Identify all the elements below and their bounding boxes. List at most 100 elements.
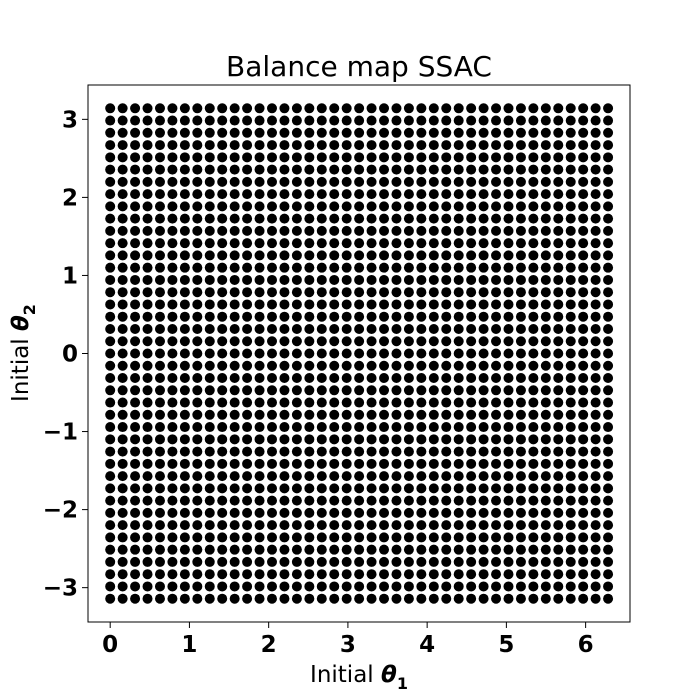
scatter-point	[142, 569, 153, 580]
scatter-point	[453, 250, 464, 261]
scatter-point	[304, 556, 315, 567]
scatter-point	[117, 189, 128, 200]
scatter-point	[217, 115, 228, 126]
scatter-point	[130, 581, 141, 592]
scatter-point	[267, 323, 277, 334]
scatter-point	[130, 593, 141, 604]
scatter-point	[491, 201, 502, 212]
scatter-point	[204, 201, 215, 212]
scatter-point	[217, 544, 228, 555]
scatter-point	[453, 422, 464, 433]
scatter-point	[354, 422, 365, 433]
scatter-point	[403, 532, 414, 543]
scatter-point	[316, 532, 327, 543]
scatter-point	[528, 311, 539, 322]
scatter-point	[590, 115, 601, 126]
scatter-point	[142, 238, 153, 249]
scatter-point	[403, 201, 414, 212]
scatter-point	[603, 250, 614, 261]
scatter-point	[441, 225, 452, 236]
scatter-point	[204, 176, 215, 187]
scatter-point	[279, 569, 290, 580]
scatter-point	[578, 201, 589, 212]
scatter-point	[366, 360, 377, 371]
scatter-point	[316, 127, 327, 138]
scatter-point	[105, 409, 116, 420]
scatter-point	[154, 262, 165, 273]
scatter-point	[254, 299, 265, 310]
scatter-point	[117, 213, 128, 224]
scatter-point	[304, 434, 315, 445]
scatter-point	[453, 225, 464, 236]
scatter-point	[179, 336, 190, 347]
scatter-point	[316, 434, 327, 445]
scatter-point	[130, 238, 141, 249]
scatter-point	[105, 127, 116, 138]
scatter-point	[515, 176, 526, 187]
scatter-point	[503, 446, 514, 457]
scatter-point	[354, 507, 365, 518]
scatter-point	[379, 556, 390, 567]
scatter-point	[565, 262, 576, 273]
scatter-point	[217, 483, 228, 494]
scatter-point	[204, 225, 215, 236]
scatter-point	[354, 569, 365, 580]
scatter-point	[341, 189, 352, 200]
scatter-point	[267, 311, 277, 322]
scatter-point	[590, 360, 601, 371]
scatter-point	[428, 520, 439, 531]
scatter-point	[267, 397, 277, 408]
scatter-point	[416, 323, 427, 334]
scatter-point	[229, 446, 240, 457]
scatter-point	[217, 348, 228, 359]
scatter-point	[192, 422, 203, 433]
scatter-point	[491, 471, 502, 482]
scatter-point	[578, 507, 589, 518]
scatter-point	[379, 373, 390, 384]
scatter-point	[578, 360, 589, 371]
scatter-point	[354, 250, 365, 261]
scatter-point	[142, 299, 153, 310]
scatter-point	[578, 287, 589, 298]
scatter-point	[217, 581, 228, 592]
scatter-point	[291, 360, 302, 371]
scatter-point	[229, 225, 240, 236]
scatter-point	[154, 238, 165, 249]
scatter-point	[304, 323, 315, 334]
scatter-point	[105, 422, 116, 433]
scatter-point	[254, 140, 265, 151]
scatter-point	[291, 434, 302, 445]
scatter-point	[316, 225, 327, 236]
scatter-point	[578, 189, 589, 200]
scatter-point	[366, 262, 377, 273]
scatter-point	[528, 520, 539, 531]
scatter-point	[154, 397, 165, 408]
x-axis-label: Initial θ1	[310, 662, 408, 693]
scatter-point	[267, 262, 277, 273]
scatter-point	[603, 127, 614, 138]
scatter-point	[590, 164, 601, 175]
scatter-point	[565, 103, 576, 114]
scatter-point	[329, 520, 340, 531]
scatter-point	[117, 532, 128, 543]
scatter-point	[503, 544, 514, 555]
scatter-point	[154, 103, 165, 114]
y-axis-label-symbol: θ	[8, 315, 34, 331]
scatter-point	[416, 409, 427, 420]
scatter-point	[603, 336, 614, 347]
scatter-point	[167, 262, 178, 273]
scatter-point	[528, 544, 539, 555]
scatter-point	[466, 348, 477, 359]
scatter-point	[254, 225, 265, 236]
scatter-point	[403, 458, 414, 469]
scatter-point	[366, 569, 377, 580]
scatter-point	[154, 385, 165, 396]
scatter-point	[565, 164, 576, 175]
scatter-point	[603, 532, 614, 543]
scatter-point	[403, 262, 414, 273]
scatter-point	[304, 336, 315, 347]
scatter-point	[453, 152, 464, 163]
scatter-point	[329, 434, 340, 445]
scatter-point	[204, 507, 215, 518]
scatter-point	[154, 164, 165, 175]
